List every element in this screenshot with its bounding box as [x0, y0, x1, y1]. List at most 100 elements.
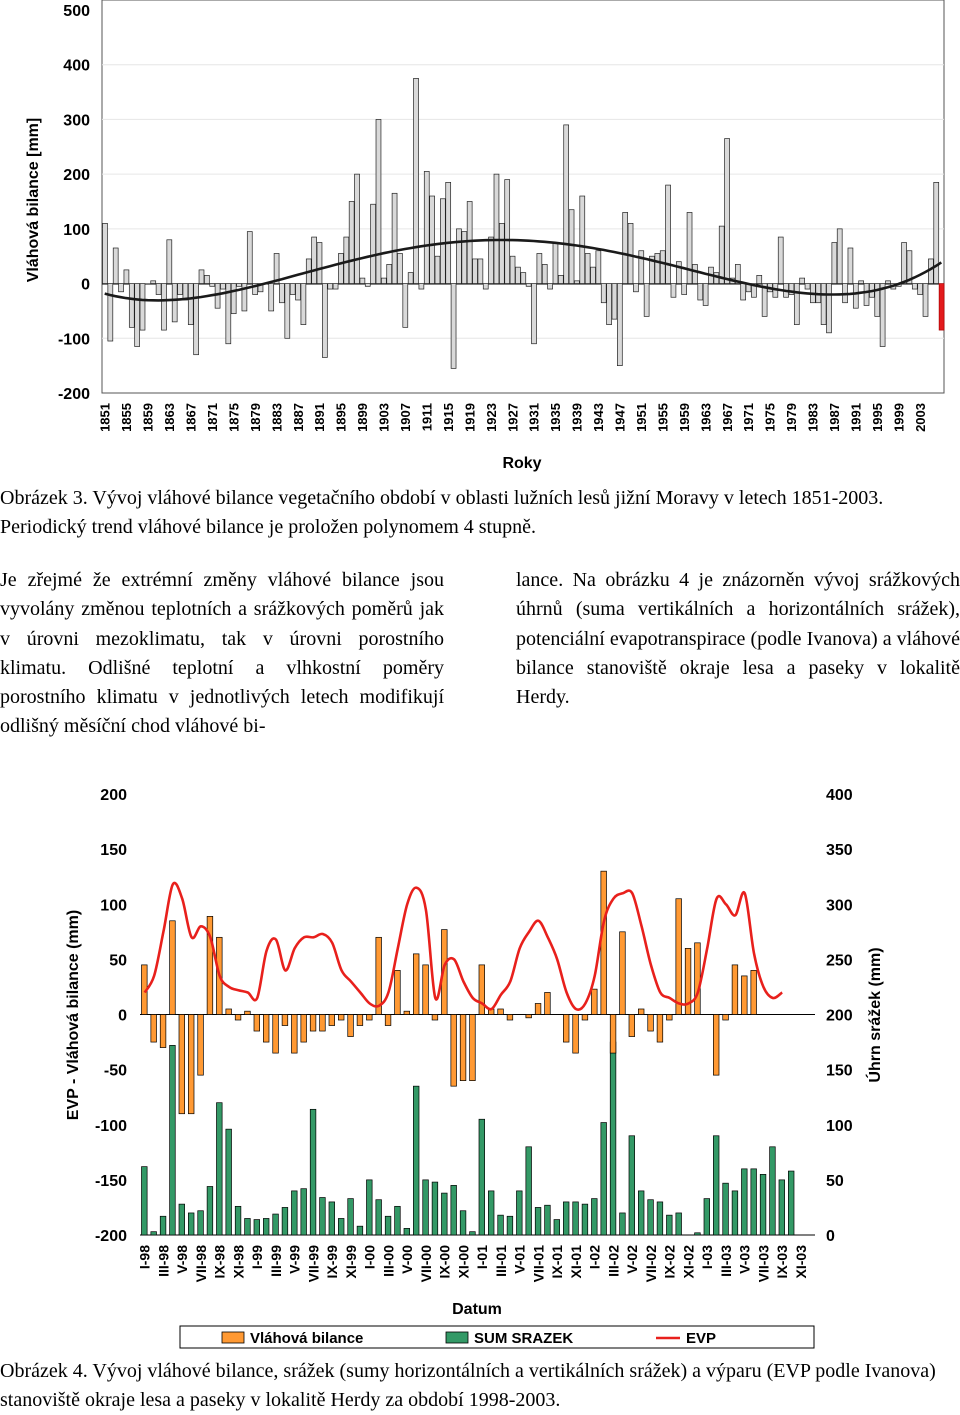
fig4-left-tick-labels: 200 150 100 50 0 -50 -100 -150 -200 [95, 787, 127, 1245]
fig3-x-tick: 1863 [162, 403, 177, 432]
fig3-trend-line [104, 238, 943, 302]
fig4-rain-bar [525, 1146, 532, 1236]
fig4-balance-bar [384, 1014, 392, 1026]
fig3-bar [482, 283, 489, 290]
fig4-rain-bar [338, 1218, 345, 1236]
fig3-bar [220, 283, 226, 290]
fig3-bar [793, 283, 800, 325]
fig3-y-tick: -100 [58, 331, 90, 348]
fig4-rain-bar [600, 1122, 607, 1236]
fig3-x-tick: 1951 [634, 403, 649, 432]
fig4-balance-bar [300, 1014, 307, 1043]
fig3-bar [649, 255, 655, 284]
fig4-rain-bar [403, 1228, 410, 1236]
fig4-left-tick: -200 [95, 1228, 127, 1245]
fig4-balance-bar [253, 1014, 260, 1032]
fig3-bar [595, 250, 602, 284]
fig3-bar [804, 283, 811, 290]
fig3-bar [402, 283, 409, 328]
fig3-bar [885, 280, 891, 284]
fig4-rain-bar [431, 1181, 439, 1236]
fig3-y-tick: -200 [58, 386, 90, 403]
fig3-bar [627, 223, 634, 284]
legend-label-evp: EVP [686, 1330, 716, 1347]
fig3-bar [917, 283, 923, 295]
fig3-bar [820, 283, 827, 325]
fig4-rain-bar [713, 1135, 720, 1236]
fig3-bar [568, 209, 575, 284]
fig4-x-tick: VII-98 [193, 1245, 209, 1283]
fig3-bar [579, 195, 586, 284]
fig4-rain-bar [534, 1207, 542, 1236]
fig4-balance-bar [319, 1014, 326, 1032]
fig3-x-tick: 1867 [184, 403, 199, 432]
fig4-left-tick: -150 [95, 1173, 127, 1190]
fig4-balance-bar [722, 1014, 729, 1021]
fig3-bar [332, 283, 339, 290]
fig4-x-tick: IX-02 [662, 1245, 678, 1279]
fig4-balance-bar [713, 1014, 720, 1076]
fig3-bar [193, 283, 199, 356]
fig4-rain-bars [141, 1041, 795, 1236]
fig3-bar [847, 247, 854, 284]
fig4-balance-bar [394, 970, 401, 1015]
fig3-bar [590, 266, 596, 284]
fig3-x-tick: 1875 [226, 403, 241, 432]
fig4-rain-bar [150, 1231, 157, 1236]
fig4-x-tick: VII-03 [755, 1245, 771, 1283]
fig4-right-tick: 50 [826, 1173, 844, 1190]
fig4-balance-bar [431, 1014, 439, 1021]
fig4-rain-bar [141, 1166, 148, 1236]
fig3-bar [118, 283, 124, 293]
fig4-balance-bar [478, 964, 485, 1015]
fig4-balance-bar [338, 1014, 345, 1021]
fig3-bar [327, 283, 334, 290]
fig3-bar [102, 223, 108, 284]
fig3-x-tick: 1931 [527, 403, 542, 432]
fig4-x-tick: I-98 [137, 1245, 153, 1269]
fig3-bar [423, 171, 430, 284]
fig4-balance-bar [403, 1010, 410, 1015]
fig3-y-tick: 200 [63, 167, 90, 184]
fig4-balance-bar [366, 1014, 373, 1021]
fig4-rain-bar [628, 1135, 635, 1236]
fig4-x-tick: IX-98 [212, 1245, 228, 1279]
fig3-bar [836, 228, 843, 284]
fig4-right-tick: 200 [826, 1008, 853, 1025]
fig3-bar [686, 212, 693, 284]
figure-3-chart: Vláhová bilance [mm] 500 400 300 200 100 0 -10… [25, 0, 945, 472]
fig4-balance-bar [309, 1014, 317, 1032]
fig4-balance-bar [225, 1008, 232, 1015]
fig3-bar [370, 203, 376, 284]
fig3-bar [863, 283, 870, 306]
fig4-balance-bar [244, 1010, 251, 1015]
fig3-bar [633, 283, 639, 293]
legend-swatch-balance [221, 1331, 245, 1344]
fig4-balance-bar [675, 898, 682, 1015]
fig3-bar [756, 275, 763, 284]
fig3-bar [209, 283, 216, 287]
fig3-bar [558, 275, 564, 284]
fig4-rain-bar [263, 1218, 270, 1236]
fig3-bar [268, 283, 275, 312]
fig3-y-tick: 500 [63, 3, 90, 20]
fig4-x-tick: XI-01 [568, 1245, 584, 1279]
fig4-balance-bar [178, 1014, 185, 1115]
fig3-x-tick: 1983 [806, 403, 821, 432]
fig3-bar [751, 283, 757, 298]
fig4-x-tick: IX-01 [549, 1245, 565, 1279]
legend-label-rain: SUM SRAZEK [474, 1330, 573, 1347]
fig4-x-tick: V-01 [512, 1245, 528, 1274]
fig4-rain-bar [178, 1203, 185, 1236]
fig4-x-tick: III-00 [380, 1245, 396, 1277]
fig4-rain-bar [731, 1190, 739, 1236]
fig3-bar [456, 228, 462, 284]
fig3-x-tick: 1927 [505, 403, 520, 432]
fig3-x-tick: 1963 [698, 403, 713, 432]
fig4-balance-bar [234, 1014, 242, 1021]
fig4-rain-bar [328, 1201, 335, 1236]
fig3-bar [826, 283, 832, 334]
fig4-balance-bar [356, 1014, 364, 1026]
fig4-legend: Vláhová bilance SUM SRAZEK EVP [179, 1325, 815, 1349]
fig4-rain-bar [450, 1185, 457, 1236]
